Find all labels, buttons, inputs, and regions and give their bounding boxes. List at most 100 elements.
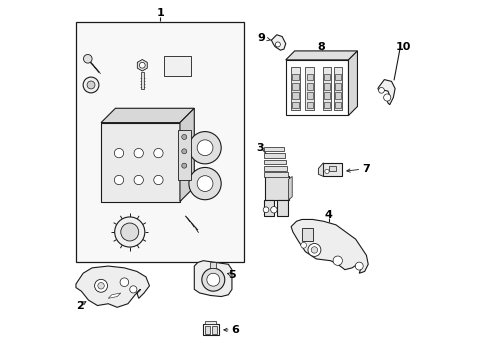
Circle shape <box>87 81 95 89</box>
Bar <box>335 102 340 108</box>
Bar <box>328 166 336 171</box>
Circle shape <box>275 42 280 47</box>
Circle shape <box>129 286 137 293</box>
Polygon shape <box>271 35 285 50</box>
Polygon shape <box>76 266 149 307</box>
Bar <box>333 67 341 110</box>
Text: 4: 4 <box>324 210 332 220</box>
Circle shape <box>332 256 342 265</box>
Circle shape <box>310 247 317 253</box>
Polygon shape <box>285 51 357 60</box>
Circle shape <box>83 54 92 63</box>
Circle shape <box>378 87 384 93</box>
Bar <box>305 67 314 110</box>
Bar <box>264 172 287 177</box>
Bar <box>306 83 313 90</box>
Bar <box>306 93 313 99</box>
Circle shape <box>153 148 163 158</box>
Bar <box>290 67 300 110</box>
Bar <box>324 83 329 90</box>
Circle shape <box>197 176 212 192</box>
Bar <box>210 262 216 268</box>
Bar <box>324 93 329 99</box>
Text: 3: 3 <box>256 143 264 153</box>
Circle shape <box>197 140 212 156</box>
Text: 1: 1 <box>156 8 164 18</box>
Circle shape <box>383 94 390 101</box>
Bar <box>323 67 330 110</box>
Bar <box>264 147 284 151</box>
Bar <box>204 321 215 324</box>
Text: 2: 2 <box>76 301 83 311</box>
Bar <box>324 102 329 108</box>
Circle shape <box>188 132 221 164</box>
Circle shape <box>182 163 186 168</box>
Polygon shape <box>377 80 394 105</box>
Bar <box>203 324 219 335</box>
Text: 8: 8 <box>317 42 325 52</box>
Circle shape <box>206 273 219 286</box>
Bar <box>277 200 287 216</box>
Bar <box>140 72 144 89</box>
Bar <box>211 326 216 334</box>
Circle shape <box>263 207 268 213</box>
Polygon shape <box>101 108 194 123</box>
Polygon shape <box>108 293 121 298</box>
Bar <box>263 200 273 216</box>
Bar <box>76 22 244 262</box>
Circle shape <box>324 169 328 174</box>
Circle shape <box>355 262 363 270</box>
Circle shape <box>202 268 224 291</box>
Bar <box>264 166 286 171</box>
Bar <box>306 102 313 108</box>
Bar <box>335 83 340 90</box>
Bar <box>306 74 313 80</box>
Circle shape <box>94 279 107 292</box>
Text: 9: 9 <box>257 33 265 42</box>
Circle shape <box>188 167 221 200</box>
Polygon shape <box>318 163 323 176</box>
Circle shape <box>83 77 99 93</box>
Circle shape <box>270 207 277 213</box>
Bar <box>335 93 340 99</box>
Bar <box>204 326 210 334</box>
Circle shape <box>134 175 143 185</box>
Circle shape <box>114 175 123 185</box>
Polygon shape <box>290 220 367 273</box>
Polygon shape <box>288 176 292 200</box>
Circle shape <box>139 62 145 68</box>
Circle shape <box>134 148 143 158</box>
Bar <box>163 56 190 76</box>
Bar <box>265 176 288 200</box>
Polygon shape <box>194 261 231 297</box>
Bar <box>324 74 329 80</box>
Circle shape <box>307 243 320 256</box>
Circle shape <box>182 134 186 139</box>
Circle shape <box>98 283 104 289</box>
Bar <box>178 130 190 180</box>
Circle shape <box>120 278 128 287</box>
Circle shape <box>300 242 306 248</box>
Text: 10: 10 <box>394 42 410 52</box>
Bar <box>292 93 298 99</box>
Text: 7: 7 <box>362 163 369 174</box>
Bar <box>101 123 180 202</box>
Bar <box>323 163 341 176</box>
Circle shape <box>153 175 163 185</box>
Bar <box>292 74 298 80</box>
Bar <box>264 153 285 158</box>
Text: 5: 5 <box>228 270 236 280</box>
Circle shape <box>121 223 139 241</box>
Bar <box>292 102 298 108</box>
Circle shape <box>182 149 186 154</box>
Bar <box>301 228 312 241</box>
Bar <box>292 83 298 90</box>
Bar <box>264 159 285 164</box>
Bar <box>285 60 348 116</box>
Circle shape <box>115 217 144 247</box>
Polygon shape <box>348 51 357 116</box>
Circle shape <box>114 148 123 158</box>
Text: 6: 6 <box>231 325 239 335</box>
Polygon shape <box>180 108 194 202</box>
Bar <box>335 74 340 80</box>
